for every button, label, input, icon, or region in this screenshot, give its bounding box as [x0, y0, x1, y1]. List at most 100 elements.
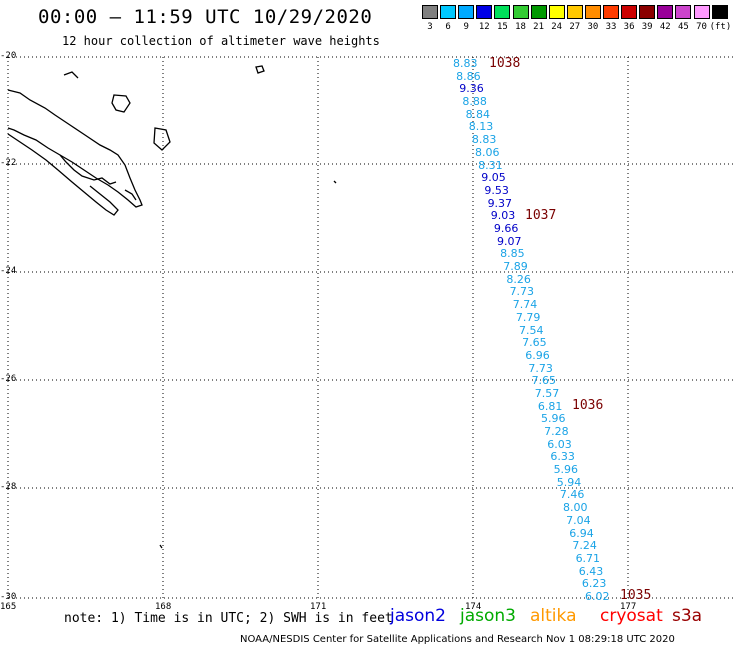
scale-label: 39 — [641, 22, 653, 32]
scale-label: 24 — [551, 22, 563, 32]
scale-label: 30 — [587, 22, 599, 32]
swh-reading: 6.23 — [581, 577, 607, 591]
swh-reading: 8.86 — [456, 69, 481, 83]
swh-reading: 5.94 — [556, 475, 582, 489]
units-note: note: 1) Time is in UTC; 2) SWH is in fe… — [64, 611, 393, 626]
swh-reading: 6.71 — [575, 551, 601, 565]
coastline — [7, 65, 337, 549]
latitude-label: -20 — [0, 51, 17, 61]
swh-reading: 8.00 — [563, 501, 588, 515]
swh-reading: 9.37 — [487, 196, 513, 210]
latitude-label: -22 — [0, 158, 17, 168]
scale-label: 42 — [659, 22, 671, 32]
swh-reading: 9.03 — [490, 209, 516, 223]
scale-swatch — [711, 5, 728, 19]
swh-reading: 6.43 — [578, 564, 604, 578]
satellite-legend-item: jason3 — [460, 606, 516, 626]
swh-reading: 5.96 — [541, 412, 566, 426]
scale-swatch — [494, 5, 511, 19]
pass-time-label: 1038 — [489, 56, 521, 71]
swh-reading: 9.66 — [493, 221, 519, 235]
swh-reading: 7.65 — [522, 336, 547, 350]
swh-reading: 7.04 — [566, 513, 591, 527]
scale-label: 12 — [478, 22, 490, 32]
swh-reading: 8.06 — [475, 145, 500, 159]
graticule — [7, 56, 735, 599]
longitude-label: 174 — [465, 602, 482, 612]
pass-time-label: 1037 — [525, 208, 557, 223]
swh-reading: 7.54 — [519, 323, 544, 337]
swh-reading: 6.33 — [550, 450, 575, 464]
scale-label: 21 — [533, 22, 545, 32]
scale-swatch — [657, 5, 674, 19]
scale-swatch — [603, 5, 619, 19]
swh-reading: 6.96 — [525, 348, 550, 362]
swh-reading: 8.31 — [478, 158, 503, 172]
map-subtitle: 12 hour collection of altimeter wave hei… — [62, 34, 380, 48]
scale-label: 15 — [496, 22, 508, 32]
longitude-label: 177 — [620, 602, 637, 612]
scale-swatch — [621, 5, 638, 19]
pass-time-label: 1035 — [620, 588, 652, 603]
longitude-label: 171 — [310, 602, 327, 612]
scale-label: 6 — [445, 22, 451, 32]
satellite-legend-item: altika — [530, 606, 577, 626]
scale-label: 3 — [427, 22, 433, 32]
swh-reading: 7.74 — [512, 298, 538, 312]
swh-reading: 8.85 — [500, 247, 525, 261]
scale-label: (ft) — [709, 22, 732, 32]
credit-line: NOAA/NESDIS Center for Satellite Applica… — [240, 634, 675, 645]
swh-reading: 6.81 — [537, 399, 563, 413]
scale-swatch — [584, 5, 601, 19]
swh-reading: 6.02 — [585, 590, 610, 603]
latitude-label: -26 — [0, 374, 17, 384]
swh-reading: 8.88 — [462, 95, 487, 109]
scale-swatch — [639, 5, 656, 19]
scale-label: 27 — [569, 22, 581, 32]
latitude-label: -28 — [0, 482, 17, 492]
swh-reading: 7.24 — [572, 539, 597, 553]
scale-label: 36 — [623, 22, 635, 32]
longitude-label: 168 — [155, 602, 172, 612]
scale-swatch — [458, 5, 475, 19]
swh-reading: 7.46 — [559, 488, 585, 502]
latitude-label: -24 — [0, 266, 17, 276]
swh-reading: 7.73 — [528, 361, 553, 375]
swh-reading: 9.53 — [484, 183, 509, 197]
satellite-legend-item: jason2 — [390, 606, 446, 626]
swh-reading: 8.83 — [471, 133, 497, 147]
pass-time-label: 1036 — [572, 398, 604, 413]
swh-reading: 8.26 — [506, 272, 531, 286]
scale-swatch — [693, 5, 710, 19]
scale-label: 70 — [696, 22, 707, 32]
scale-label: 18 — [515, 22, 526, 32]
swh-reading: 7.57 — [534, 386, 560, 400]
swh-reading: 9.07 — [497, 234, 522, 248]
scale-label: 9 — [463, 22, 469, 32]
swh-reading: 7.79 — [515, 310, 541, 324]
scale-swatch — [476, 5, 493, 19]
swh-reading: 5.96 — [553, 463, 579, 477]
scale-swatch — [675, 5, 692, 19]
scale-swatch — [548, 5, 565, 19]
swh-reading: 7.28 — [544, 425, 569, 439]
scale-swatch — [566, 5, 583, 19]
swh-reading: 7.65 — [531, 374, 557, 388]
scale-swatch — [440, 5, 457, 19]
swh-reading: 8.84 — [465, 107, 491, 121]
satellite-legend-item: s3a — [672, 606, 703, 626]
swh-reading: 8.13 — [468, 120, 494, 134]
swh-reading: 9.36 — [459, 82, 484, 96]
swh-reading: 6.94 — [569, 526, 594, 540]
swh-reading: 9.05 — [481, 171, 506, 185]
scale-label: 33 — [605, 22, 617, 32]
swh-reading: 6.03 — [547, 437, 572, 451]
swh-reading: 7.89 — [503, 260, 528, 274]
swh-reading: 8.83 — [453, 57, 478, 70]
satellite-legend-item: cryosat — [600, 606, 663, 626]
scale-label: 45 — [677, 22, 689, 32]
scale-swatch — [530, 5, 547, 19]
scale-swatch — [422, 5, 438, 19]
swh-reading: 7.73 — [509, 285, 535, 299]
